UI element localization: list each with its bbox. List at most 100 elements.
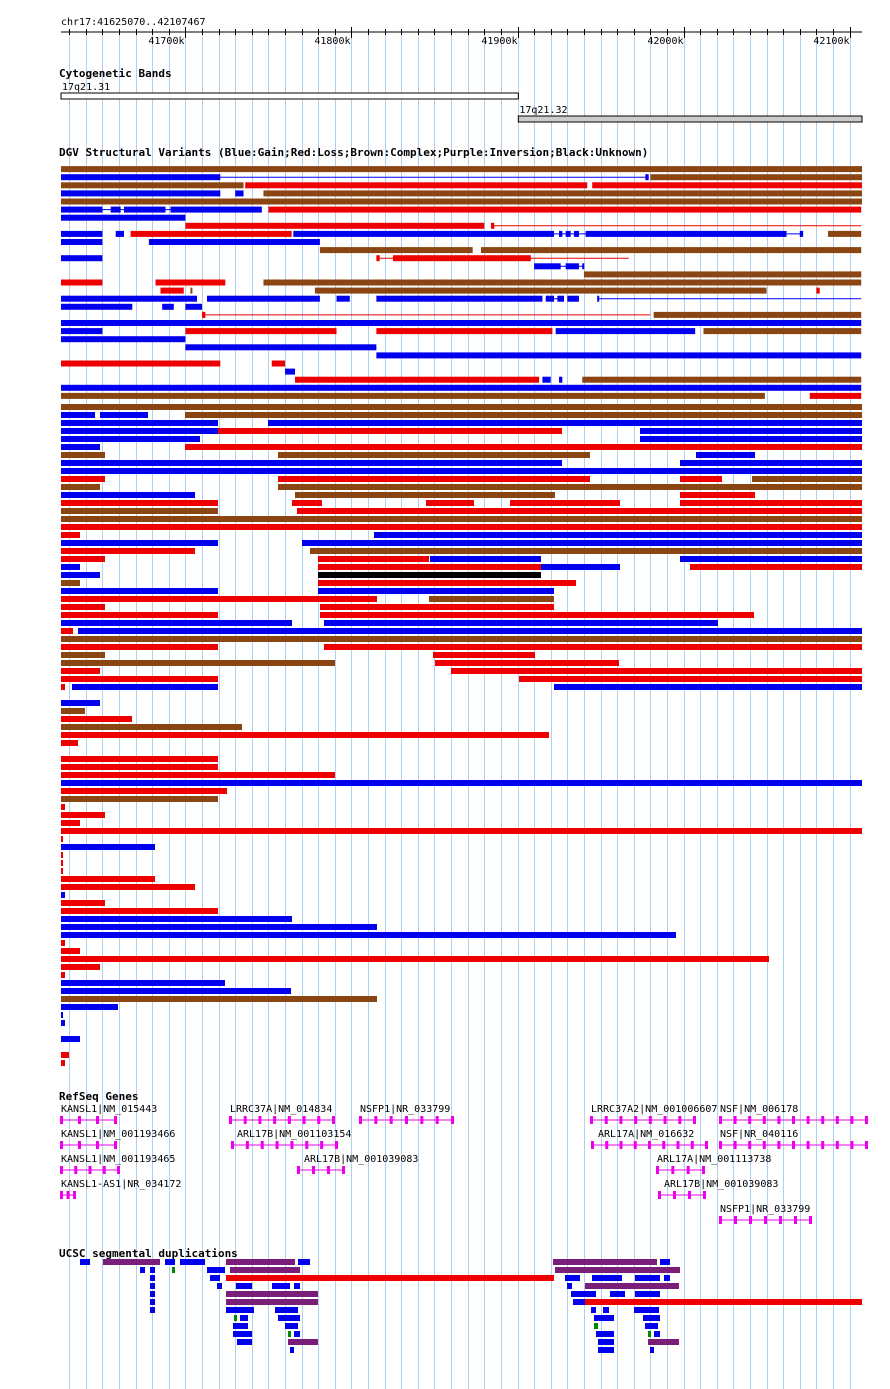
- track-title-cytobands: Cytogenetic Bands: [59, 67, 172, 80]
- track-title-segdup: UCSC segmental duplications: [59, 1247, 238, 1260]
- sv-block: [430, 556, 541, 562]
- sv-block: [278, 452, 590, 458]
- sv-block: [318, 556, 429, 562]
- sv-feature: [263, 190, 862, 197]
- refseq-genes-track[interactable]: RefSeq Genes KANSL1|NM_015443 LRRC37A|NM_…: [59, 1090, 868, 1224]
- refseq-gene: KANSL1|NM_001193465: [60, 1154, 175, 1174]
- refseq-gene: LRRC37A2|NM_001006607: [590, 1104, 717, 1124]
- sv-block: [374, 532, 862, 538]
- sv-block: [61, 548, 195, 554]
- gene-exon: [835, 1141, 839, 1149]
- gene-exon: [297, 1166, 300, 1174]
- gene-exon: [591, 1141, 594, 1149]
- sv-block: [324, 644, 862, 650]
- sv-block: [61, 360, 221, 367]
- sv-block: [61, 988, 291, 994]
- gene-exon: [102, 1166, 106, 1174]
- sv-feature: [567, 295, 579, 302]
- segdup-feature: [555, 1267, 680, 1273]
- sv-block: [392, 255, 531, 262]
- sv-block: [61, 428, 218, 434]
- sv-feature: [61, 166, 862, 173]
- sv-block: [690, 564, 862, 570]
- segdup-feature: [234, 1315, 237, 1321]
- sv-block: [645, 174, 649, 181]
- sv-block: [61, 876, 155, 882]
- segdup-feature: [233, 1323, 248, 1329]
- gene-exon: [749, 1216, 752, 1224]
- sv-block: [426, 500, 474, 506]
- sv-block: [61, 924, 377, 930]
- sv-block: [318, 572, 541, 578]
- sv-block: [583, 271, 862, 278]
- gene-label: KANSL1|NM_015443: [61, 1104, 157, 1115]
- sv-block: [110, 206, 121, 213]
- segdup-feature: [210, 1275, 220, 1281]
- sv-block: [235, 190, 244, 197]
- cytogenetic-bands-track[interactable]: Cytogenetic Bands 17q21.31 17q21.32: [59, 67, 863, 123]
- dgv-structural-variants-track[interactable]: DGV Structural Variants (Blue:Gain;Red:L…: [59, 146, 862, 1066]
- gene-exon: [320, 1141, 324, 1149]
- sv-block: [61, 303, 133, 310]
- segdup-feature: [233, 1331, 252, 1337]
- cytoband: [60, 92, 519, 100]
- sv-block: [61, 255, 103, 262]
- sv-block: [61, 868, 63, 874]
- sv-block: [302, 540, 862, 546]
- sv-feature: [61, 206, 262, 213]
- sv-feature: [559, 376, 563, 383]
- gene-exon: [648, 1116, 652, 1124]
- segdup-feature: [650, 1347, 654, 1353]
- sv-feature: [555, 328, 696, 335]
- gene-exon: [405, 1116, 408, 1124]
- sv-feature: [653, 311, 862, 318]
- sv-block: [318, 588, 554, 594]
- sv-block: [310, 548, 862, 554]
- sv-block: [61, 1052, 69, 1058]
- gene-exon: [662, 1141, 666, 1149]
- gene-label: ARL17A|NM_016632: [598, 1129, 694, 1140]
- position-ruler[interactable]: chr17:41625070..42107467 41700k 41800k 419…: [61, 17, 862, 47]
- sv-block: [61, 812, 105, 818]
- sv-block: [828, 230, 862, 237]
- segdup-feature: [278, 1315, 300, 1321]
- sv-feature: [115, 230, 124, 237]
- gene-label: LRRC37A|NM_014834: [230, 1104, 332, 1115]
- gene-exon: [605, 1141, 609, 1149]
- sv-block: [268, 206, 862, 213]
- segmental-duplications-track[interactable]: UCSC segmental duplications: [59, 1247, 862, 1353]
- segdup-feature: [180, 1259, 205, 1265]
- sv-block: [190, 287, 193, 294]
- segdup-feature: [290, 1347, 294, 1353]
- refseq-gene: ARL17B|NM_001103154: [231, 1129, 351, 1149]
- sv-block: [640, 436, 862, 442]
- sv-block: [61, 1060, 65, 1066]
- sv-block: [61, 460, 562, 466]
- sv-block: [61, 182, 244, 189]
- sv-block: [61, 964, 100, 970]
- segdup-feature: [237, 1339, 252, 1345]
- sv-feature: [61, 230, 103, 237]
- gene-exon: [290, 1141, 294, 1149]
- segdup-feature: [150, 1291, 155, 1297]
- gene-exon: [60, 1116, 63, 1124]
- gene-exon: [604, 1116, 608, 1124]
- gene-label: NSFP1|NR_033799: [720, 1204, 810, 1215]
- refseq-gene: ARL17A|NM_016632: [591, 1129, 708, 1149]
- gene-exon: [275, 1141, 279, 1149]
- sv-block: [61, 166, 862, 173]
- sv-block: [510, 500, 620, 506]
- sv-block: [555, 328, 696, 335]
- sv-block: [61, 612, 218, 618]
- sv-block: [61, 239, 103, 245]
- gene-exon: [287, 1116, 291, 1124]
- sv-block: [61, 980, 225, 986]
- sv-block: [61, 932, 676, 938]
- sv-feature: [61, 174, 649, 181]
- gene-exon: [243, 1116, 247, 1124]
- sv-feature: [190, 287, 193, 294]
- sv-block: [185, 412, 862, 418]
- sv-feature: [155, 279, 226, 286]
- gene-exon: [671, 1166, 675, 1174]
- sv-block: [115, 230, 124, 237]
